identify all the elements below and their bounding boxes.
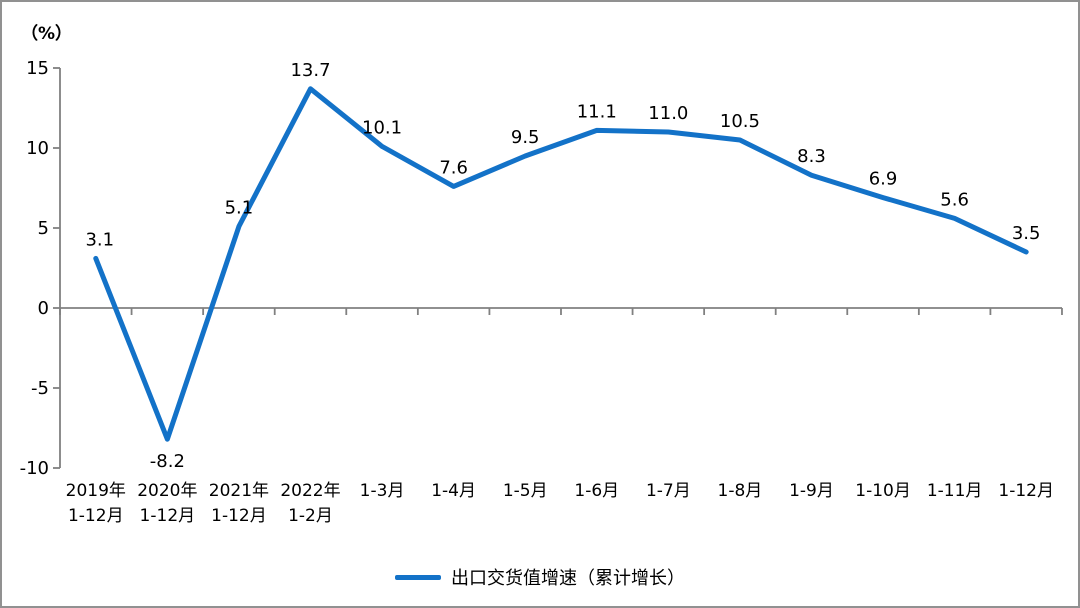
data-label: 10.5 [720,111,760,132]
data-label: 3.1 [85,229,114,250]
data-label: 11.0 [648,103,688,124]
data-label: 5.1 [225,197,254,218]
x-axis-label: 1-12月 [998,481,1054,501]
legend: 出口交货值增速（累计增长） [2,564,1078,590]
x-axis-label: 1-7月 [646,481,691,501]
y-axis-tick-label: -10 [20,458,49,479]
x-axis-label: 1-4月 [431,481,476,501]
x-axis-label: 1-10月 [855,481,911,501]
data-label: 3.5 [1012,223,1041,244]
data-label: 9.5 [511,127,540,148]
data-label: 13.7 [290,60,330,81]
x-axis-label: 1-5月 [503,481,548,501]
data-label: 8.3 [797,146,826,167]
x-axis-label: 1-9月 [789,481,834,501]
y-axis-tick-label: 10 [26,138,49,159]
x-axis-label: 2021年 1-12月 [209,481,269,526]
x-axis-label: 2022年 1-2月 [280,481,340,526]
data-label: 7.6 [439,157,468,178]
x-axis-label: 1-11月 [927,481,983,501]
legend-line-swatch [395,574,441,580]
data-label: 6.9 [869,169,898,190]
x-axis-label: 1-6月 [574,481,619,501]
data-label: 10.1 [362,117,402,138]
y-axis-tick-label: 0 [38,298,49,319]
data-label: -8.2 [150,451,185,472]
legend-series-label: 出口交货值增速（累计增长） [451,568,685,589]
data-label: 11.1 [577,101,617,122]
x-axis-label: 1-3月 [360,481,405,501]
y-axis-tick-label: -5 [31,378,49,399]
x-axis-label: 2019年 1-12月 [66,481,126,526]
y-axis-unit-label: （%） [21,24,73,44]
data-label: 5.6 [940,189,969,210]
x-axis-label: 2020年 1-12月 [137,481,197,526]
y-axis-tick-label: 15 [26,58,49,79]
x-axis-label: 1-8月 [718,481,763,501]
y-axis-tick-label: 5 [38,218,49,239]
series-line [93,86,1029,442]
